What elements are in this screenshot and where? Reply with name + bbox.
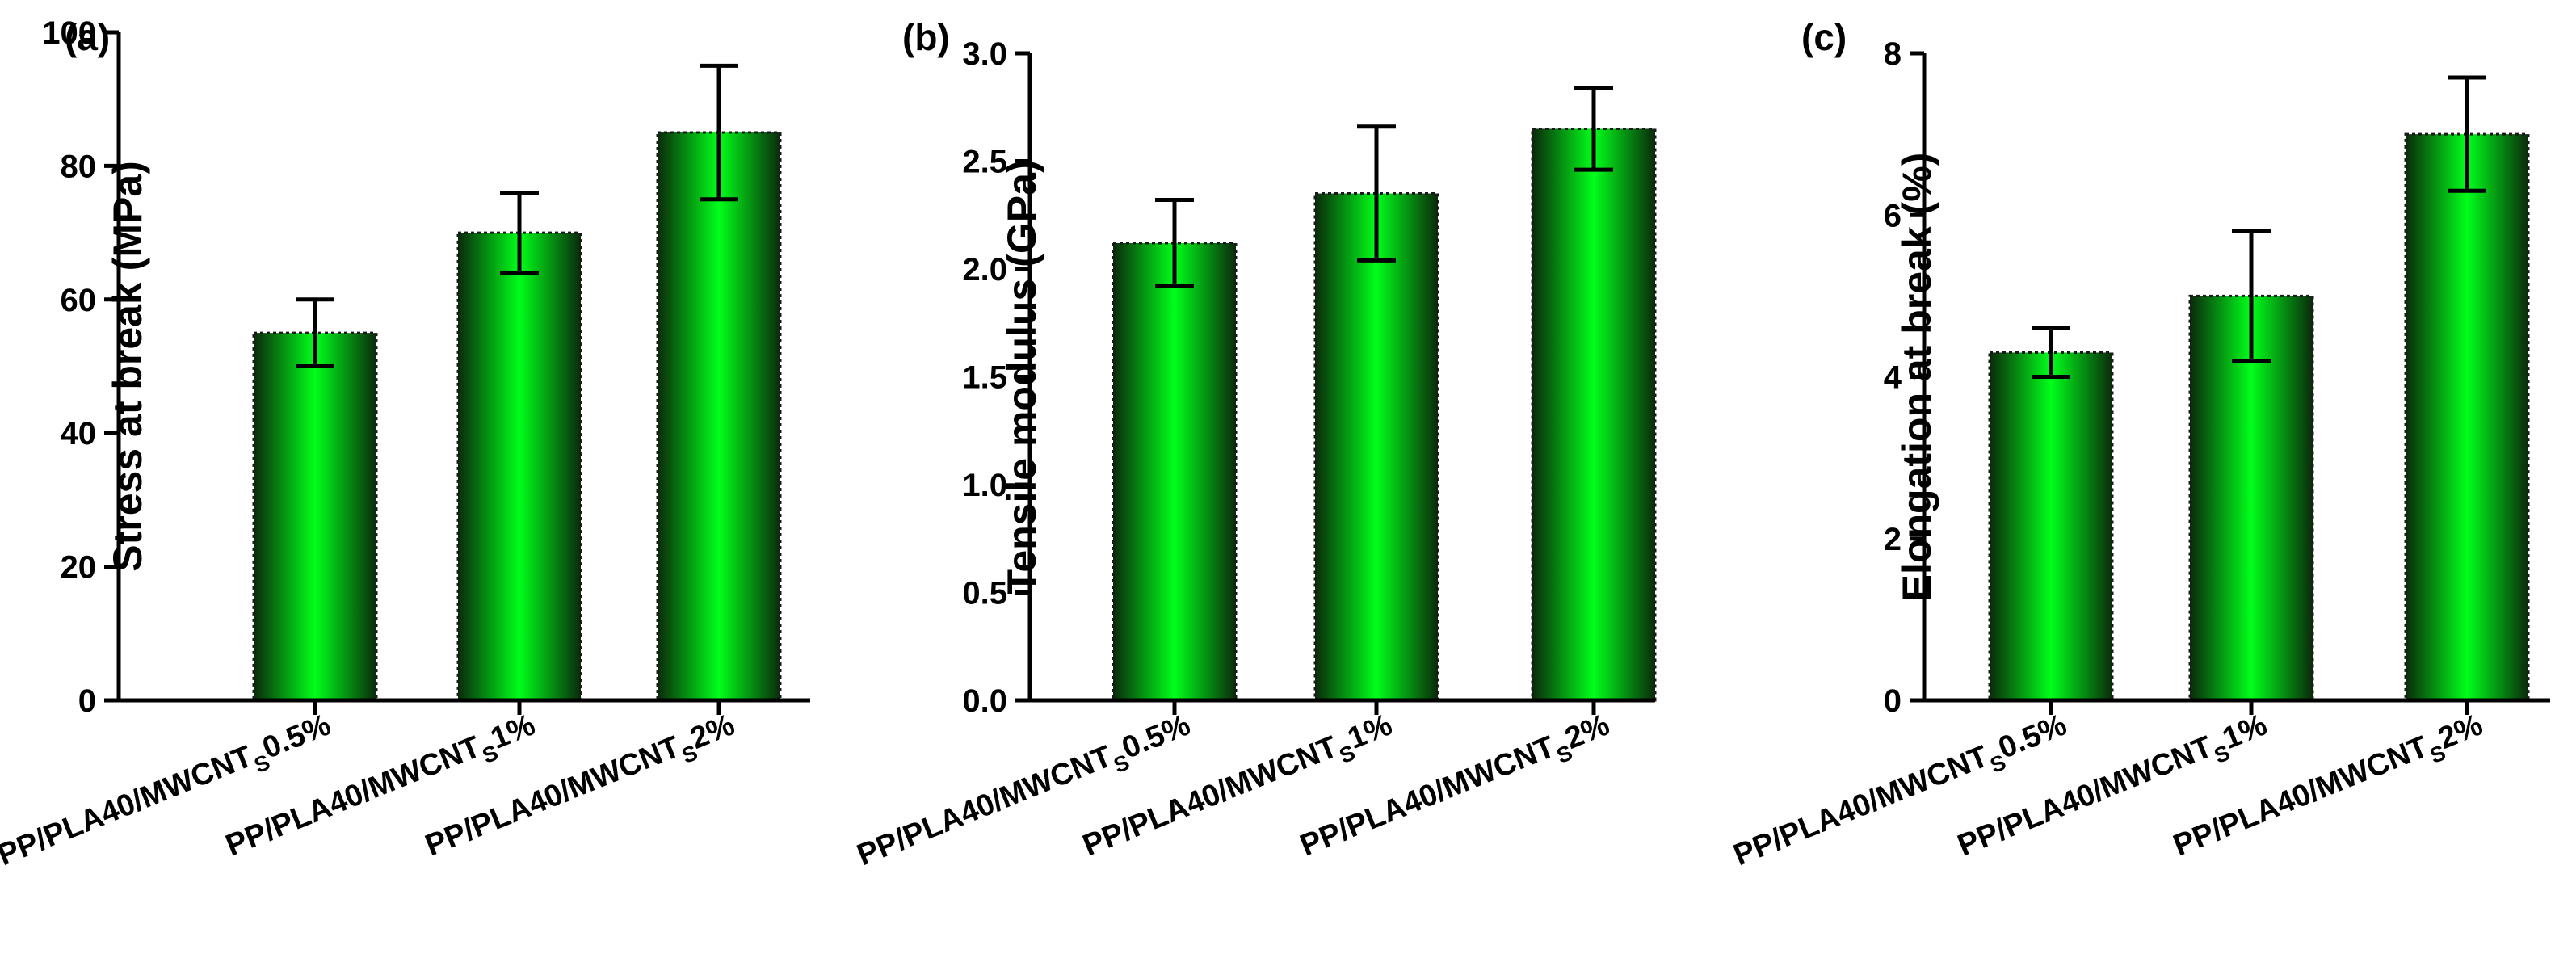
y-tick-label: 0 [1884, 683, 1902, 719]
y-tick-label: 2.0 [962, 252, 1007, 288]
x-category-label: PP/PLA40/MWCNTS0.5% [0, 708, 338, 879]
x-category-label: PP/PLA40/MWCNTS0.5% [1729, 708, 2074, 879]
bar-3 [656, 131, 782, 702]
chart-panel-b: (b)Tensile modulus (GPa)0.00.51.01.52.02… [852, 16, 1657, 879]
y-tick-label: 0.0 [962, 683, 1007, 719]
category-suffix: 0.5% [1994, 708, 2071, 765]
panel-label: (c) [1801, 16, 1847, 58]
category-suffix: 0.5% [258, 708, 335, 765]
error-bar-1 [2032, 326, 2070, 379]
chart-panel-c: (c)Elongation at break (%)02468PP/PLA40/… [1729, 16, 2550, 879]
bar-2 [2188, 294, 2314, 702]
y-tick-label: 2.5 [962, 145, 1007, 180]
y-tick-label: 1.0 [962, 468, 1007, 503]
error-bar-3 [700, 63, 738, 202]
error-bar-3 [1574, 86, 1613, 172]
y-tick-label: 40 [61, 416, 97, 452]
bar-1 [1112, 242, 1238, 702]
y-tick-label: 0.5 [962, 576, 1007, 611]
x-category-label: PP/PLA40/MWCNTS2% [1296, 708, 1617, 869]
y-tick-label: 2 [1884, 522, 1902, 557]
error-bar-2 [2232, 229, 2271, 363]
y-tick-label: 60 [61, 283, 97, 318]
error-bar-2 [1357, 124, 1396, 263]
panel-label: (b) [902, 16, 950, 58]
panel-label: (a) [65, 16, 110, 58]
x-category-label: PP/PLA40/MWCNTS0.5% [852, 708, 1197, 879]
category-main: PP/PLA40/MWCNT [1729, 740, 1993, 873]
error-bar-1 [296, 297, 334, 368]
chart-panel-a: (a) Stress at break (MPa) 0 20 40 60 80 100 PP/P… [0, 15, 810, 879]
y-tick-label: 6 [1884, 198, 1902, 233]
category-suffix: 0.5% [1117, 708, 1195, 765]
bar-3 [2404, 132, 2530, 702]
error-bar-1 [1155, 198, 1194, 288]
x-category-label: PP/PLA40/MWCNTS2% [2169, 708, 2490, 869]
bar-1 [252, 331, 378, 702]
bar-2 [1313, 192, 1439, 702]
bar-3 [1531, 127, 1657, 702]
category-main: PP/PLA40/MWCNT [852, 740, 1116, 873]
y-tick-label: 3.0 [962, 36, 1007, 72]
y-tick-label: 80 [61, 149, 97, 184]
error-bar-3 [2448, 75, 2486, 193]
y-tick-label: 8 [1884, 36, 1902, 72]
y-tick-label: 100 [42, 15, 96, 51]
category-main: PP/PLA40/MWCNT [0, 740, 257, 873]
error-bar-2 [500, 190, 539, 275]
y-tick-label: 1.5 [962, 360, 1007, 396]
y-axis-title: Stress at break (MPa) [105, 161, 150, 572]
y-tick-label: 0 [78, 683, 96, 719]
bar-2 [456, 231, 582, 702]
bar-1 [1988, 351, 2114, 702]
y-tick-label: 20 [61, 550, 97, 586]
y-tick-label: 4 [1884, 360, 1902, 396]
